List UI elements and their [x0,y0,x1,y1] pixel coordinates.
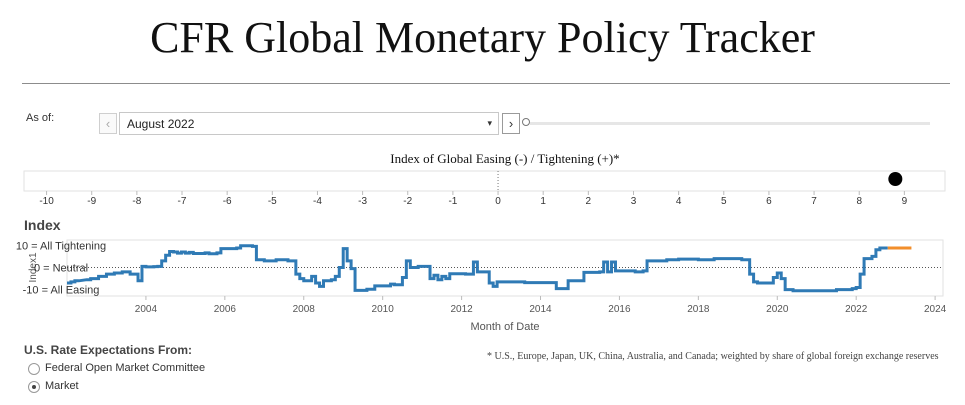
gauge-tick-label: 7 [811,196,817,207]
gauge-tick-label: 5 [721,196,727,207]
y-tick-label: -10 = All Easing [23,285,100,297]
previous-date-button[interactable]: ‹ [99,113,117,134]
y-tick-label: 10 = All Tightening [16,240,106,252]
gauge-tick-label: -2 [403,196,412,207]
chevron-right-icon: › [508,116,514,131]
gauge-tick-label: 8 [856,196,862,207]
chevron-left-icon: ‹ [105,116,111,131]
gauge-tick-label: -3 [358,196,367,207]
gauge-tick-label: -4 [313,196,322,207]
date-dropdown-value: August 2022 [127,117,195,131]
next-date-button[interactable]: › [502,113,520,134]
gauge-tick-label: -6 [223,196,232,207]
gauge-tick-label: -5 [268,196,277,207]
rate-expectations-heading: U.S. Rate Expectations From: [24,343,193,357]
gauge-chart: -10 -9 -8 -7 -6 -5 -4 -3 -2 -1 0 1 2 3 4 5 6 7 8 9 [23,170,946,207]
y-tick-label: 0 = Neutral [34,263,88,275]
radio-button-selected-icon[interactable] [28,381,40,393]
radio-fomc-label: Federal Open Market Committee [45,362,206,374]
gauge-tick-label: -1 [448,196,457,207]
date-slider-thumb[interactable] [522,118,530,126]
chevron-down-icon: ▾ [487,118,492,128]
x-tick-label: 2016 [608,304,631,315]
as-of-label: As of: [26,112,55,124]
x-tick-label: 2020 [766,304,789,315]
radio-button-icon[interactable] [28,363,40,375]
x-tick-label: 2004 [135,304,158,315]
date-dropdown[interactable]: August 2022 ▾ [119,112,499,135]
x-tick-label: 2014 [529,304,552,315]
gauge-tick-label: 6 [766,196,772,207]
y-axis-title: Index1 [28,252,39,282]
date-slider[interactable] [522,117,932,129]
index-history-line [67,244,888,293]
x-tick-label: 2008 [293,304,316,315]
radio-market-label: Market [45,380,79,392]
gauge-tick-label: -10 [39,196,54,207]
x-tick-label: 2006 [214,304,237,315]
page-title: CFR Global Monetary Policy Tracker [150,13,815,62]
gauge-title: Index of Global Easing (-) / Tightening … [390,151,620,166]
gauge-tick-label: -9 [87,196,96,207]
x-tick-label: 2018 [687,304,710,315]
x-axis-title: Month of Date [470,321,539,333]
footnote: * U.S., Europe, Japan, UK, China, Austra… [487,351,939,362]
gauge-tick-label: -8 [132,196,141,207]
x-tick-label: 2022 [845,304,868,315]
x-tick-label: 2010 [372,304,395,315]
index-heading: Index [24,217,61,233]
gauge-tick-label: 2 [586,196,592,207]
index-line-chart: Index1 10 = All Tightening 0 = Neutral -10… [16,239,947,333]
gauge-tick-label: -7 [178,196,187,207]
gauge-band [23,170,946,192]
gauge-marker [888,172,903,186]
title-divider [22,83,950,84]
x-ticks: 2004 2006 2008 2010 2012 2014 2016 2018 2020 2022… [135,296,947,315]
gauge-tick-label: 9 [902,196,908,207]
gauge-tick-label: 0 [495,196,501,207]
gauge-tick-label: 1 [540,196,546,207]
x-tick-label: 2012 [450,304,473,315]
gauge-ticks: -10 -9 -8 -7 -6 -5 -4 -3 -2 -1 0 1 2 3 4 5 6 7 8 9 [39,191,908,207]
gauge-tick-label: 4 [676,196,682,207]
gauge-tick-label: 3 [631,196,637,207]
x-tick-label: 2024 [924,304,947,315]
date-slider-track[interactable] [530,122,930,125]
y-tick-labels: 10 = All Tightening 0 = Neutral -10 = All … [16,240,106,296]
